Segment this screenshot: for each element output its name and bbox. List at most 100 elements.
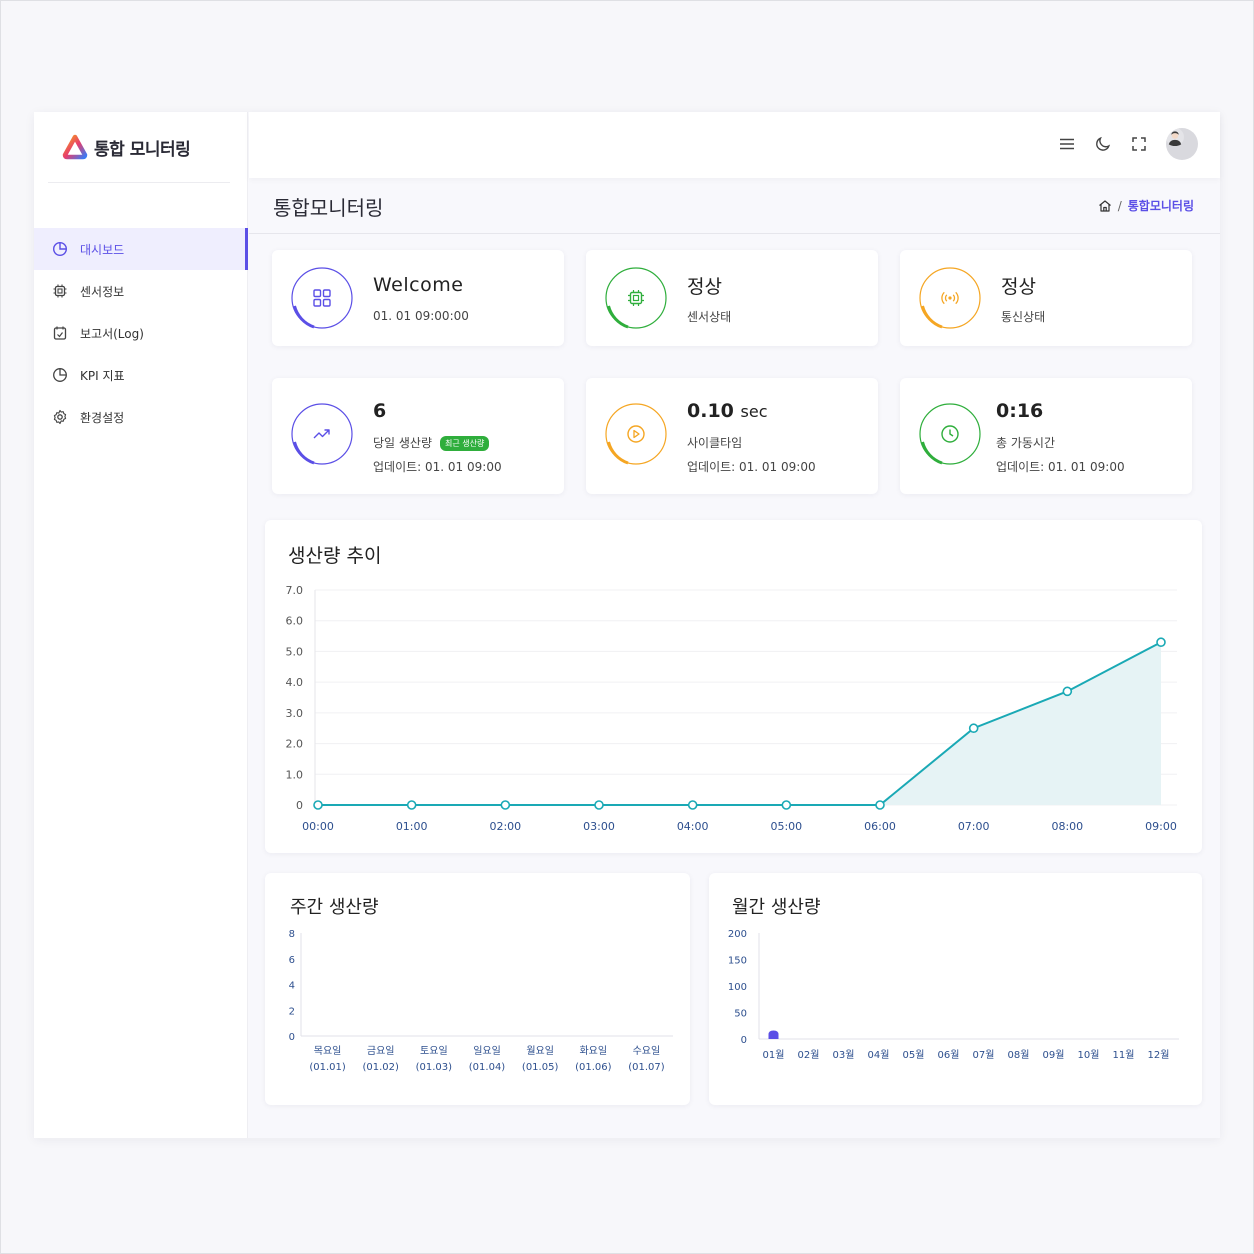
recent-production-badge: 최근 생산량 <box>440 436 490 451</box>
x-tick-label: 04월 <box>868 1049 890 1061</box>
daily-production-value: 6 <box>373 400 387 422</box>
comm-ring <box>919 267 981 329</box>
x-tick-label: 02:00 <box>489 820 521 833</box>
home-icon[interactable] <box>1098 199 1112 213</box>
logo-text: 통합 모니터링 <box>94 139 191 160</box>
signal-icon <box>941 291 959 305</box>
x-tick-label: 화요일 <box>579 1045 607 1057</box>
trend-point <box>968 723 979 734</box>
weekly-production-chart: 0 2 4 6 8 목요일 (01.01) 금요일 (01.02) 토요일 (01.03) 일요일 (0… <box>289 929 673 1073</box>
moon-icon[interactable] <box>1094 135 1112 153</box>
y-tick-label: 2 <box>289 1006 295 1017</box>
avatar[interactable] <box>1166 128 1198 160</box>
x-tick-label: 일요일 <box>473 1045 501 1057</box>
logo-icon <box>62 134 88 160</box>
y-tick-label: 0 <box>296 799 303 812</box>
trend-point <box>313 800 323 810</box>
breadcrumb-separator: / <box>1117 198 1122 213</box>
sidebar-item-label: 대시보드 <box>80 242 125 257</box>
y-tick-label: 2.0 <box>286 738 304 751</box>
x-tick-sublabel: (01.04) <box>469 1062 506 1073</box>
gear-icon <box>53 409 67 425</box>
y-tick-label: 8 <box>289 929 295 940</box>
sidebar-nav: 대시보드 센서정보 보고서(Log) KPI 지표 환경설정 <box>34 228 248 438</box>
sidebar-item-settings[interactable]: 환경설정 <box>34 396 248 438</box>
cycle-time-value-row: 0.10 sec <box>687 400 768 422</box>
production-ring <box>291 403 353 465</box>
sidebar-item-report[interactable]: 보고서(Log) <box>34 312 248 354</box>
monthly-production-card: 월간 생산량 0 50 100 150 200 01월 02월 03월 04월 05월 06월 07월… <box>709 873 1202 1105</box>
chip-icon <box>53 284 67 298</box>
y-tick-label: 1.0 <box>286 768 304 781</box>
y-tick-label: 5.0 <box>286 645 304 658</box>
sidebar-item-label: 환경설정 <box>80 410 125 425</box>
monthly-production-chart: 0 50 100 150 200 01월 02월 03월 04월 05월 06월 07월 08월 09월 1… <box>728 929 1179 1061</box>
x-tick-label: 08월 <box>1008 1049 1030 1061</box>
x-tick-label: 00:00 <box>302 820 334 833</box>
y-tick-label: 0 <box>289 1032 295 1043</box>
fullscreen-icon[interactable] <box>1130 135 1148 153</box>
breadcrumb-current[interactable]: 통합모니터링 <box>1127 199 1194 213</box>
breadcrumb: / 통합모니터링 <box>1098 197 1194 214</box>
x-tick-label: 12월 <box>1148 1049 1170 1061</box>
trend-line <box>318 641 1162 806</box>
x-tick-label: 01:00 <box>396 820 428 833</box>
trend-up-icon <box>313 429 330 439</box>
x-tick-sublabel: (01.05) <box>522 1062 559 1073</box>
monthly-bar <box>768 1030 779 1039</box>
trend-point <box>406 800 417 810</box>
y-tick-label: 50 <box>734 1009 747 1020</box>
production-trend-chart: 0 1.0 2.0 3.0 4.0 5.0 6.0 7.0 00:00 01:00 02:00 03:… <box>286 584 1177 833</box>
app-window: 통합 모니터링 대시보드 센서정보 보고서(Log) KPI 지표 환경 <box>34 112 1220 1138</box>
play-icon <box>627 425 645 443</box>
x-tick-label: 월요일 <box>526 1045 554 1057</box>
logo-divider <box>48 182 230 183</box>
sidebar-item-label: 센서정보 <box>80 284 125 299</box>
clock-icon <box>941 425 959 443</box>
sidebar-item-kpi[interactable]: KPI 지표 <box>34 354 248 396</box>
logo[interactable]: 통합 모니터링 <box>62 132 191 162</box>
x-tick-label: 03:00 <box>583 820 615 833</box>
x-tick-label: 03월 <box>833 1049 855 1061</box>
chip-icon <box>628 290 644 306</box>
trend-point <box>500 800 511 810</box>
trend-point <box>1062 686 1073 697</box>
y-tick-label: 3.0 <box>286 707 304 720</box>
cycle-ring <box>605 403 667 465</box>
sidebar-item-label: KPI 지표 <box>80 368 125 383</box>
weekly-production-card: 주간 생산량 0 2 4 6 8 목요일 (01.01) 금요일 (01.02) 토요일 (01.0… <box>265 873 690 1105</box>
uptime-card: 0:16 총 가동시간 업데이트: 01. 01 09:00 <box>900 378 1192 494</box>
sidebar-item-sensor-info[interactable]: 센서정보 <box>34 270 248 312</box>
x-tick-label: 수요일 <box>633 1045 661 1057</box>
uptime-update: 업데이트: 01. 01 09:00 <box>996 460 1125 474</box>
cycle-time-label: 사이클타임 <box>687 436 743 450</box>
x-tick-label: 04:00 <box>677 820 709 833</box>
comm-status-card: 정상 통신상태 <box>900 250 1192 346</box>
x-tick-label: 10월 <box>1078 1049 1100 1061</box>
y-tick-label: 7.0 <box>286 584 304 597</box>
x-tick-label: 05:00 <box>770 820 802 833</box>
menu-icon[interactable] <box>1058 135 1076 153</box>
daily-production-update: 업데이트: 01. 01 09:00 <box>373 460 502 474</box>
weekly-production-title: 주간 생산량 <box>290 897 379 918</box>
cycle-time-value: 0.10 <box>687 400 734 422</box>
sidebar-item-dashboard[interactable]: 대시보드 <box>34 228 248 270</box>
x-tick-sublabel: (01.07) <box>628 1062 665 1073</box>
uptime-ring <box>919 403 981 465</box>
y-tick-label: 4 <box>289 981 295 992</box>
topbar <box>249 112 1220 178</box>
x-tick-label: 토요일 <box>420 1045 448 1057</box>
y-tick-label: 150 <box>728 956 747 967</box>
welcome-ring <box>291 267 353 329</box>
user-avatar-icon <box>1166 128 1184 146</box>
y-tick-label: 4.0 <box>286 676 304 689</box>
x-tick-sublabel: (01.06) <box>575 1062 612 1073</box>
y-tick-label: 6 <box>289 955 295 966</box>
x-tick-label: 09월 <box>1043 1049 1065 1061</box>
welcome-title: Welcome <box>373 274 464 296</box>
pie-chart-icon <box>53 368 67 382</box>
x-tick-label: 11월 <box>1113 1049 1135 1061</box>
x-tick-label: 06월 <box>938 1049 960 1061</box>
x-tick-label: 01월 <box>763 1049 785 1061</box>
y-tick-label: 6.0 <box>286 615 304 628</box>
